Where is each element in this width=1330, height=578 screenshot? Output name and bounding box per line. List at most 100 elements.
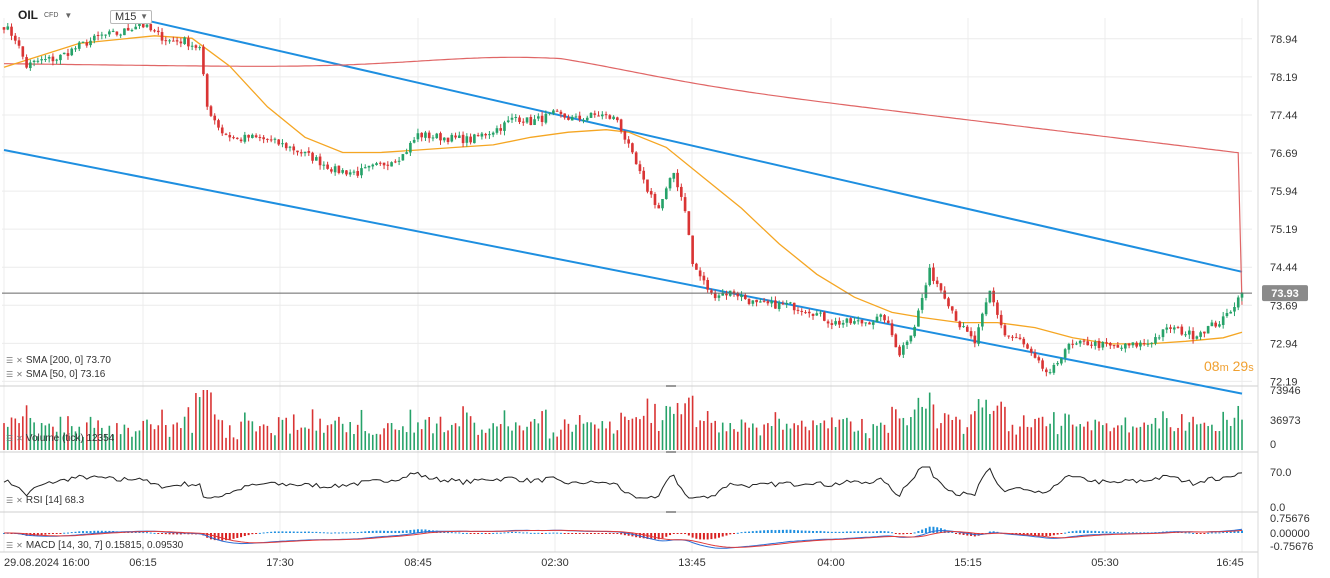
volume-bar — [112, 434, 114, 450]
macd-histogram-bar — [379, 530, 382, 533]
candle-body — [130, 29, 134, 31]
macd-histogram-bar — [443, 531, 446, 533]
candle-body — [691, 235, 694, 265]
candle-body — [1071, 343, 1074, 345]
candle-body — [149, 24, 153, 31]
candle-body — [664, 188, 668, 200]
volume-bar — [466, 412, 468, 450]
candle-body — [984, 302, 988, 315]
volume-bar — [356, 424, 359, 450]
macd-histogram-bar — [733, 533, 736, 534]
close-icon[interactable]: ✕ — [16, 356, 23, 365]
close-icon[interactable]: ✕ — [16, 496, 23, 505]
macd-histogram-bar — [898, 533, 901, 535]
candle-body — [544, 113, 548, 123]
volume-bar — [469, 416, 472, 450]
settings-icon[interactable]: ☰ — [6, 356, 14, 365]
volume-bar — [262, 424, 265, 450]
macd-histogram-bar — [789, 529, 792, 533]
candle-body — [1146, 343, 1150, 345]
legend-sma200[interactable]: ☰ ✕ SMA [200, 0] 73.70 — [6, 355, 111, 366]
candle-body — [153, 30, 156, 32]
volume-bar — [800, 420, 803, 450]
volume-bar — [763, 424, 765, 450]
legend-rsi[interactable]: ☰ ✕ RSI [14] 68.3 — [6, 495, 84, 506]
macd-histogram-bar — [345, 532, 348, 534]
macd-histogram-bar — [804, 530, 807, 533]
candle-body — [1131, 342, 1135, 346]
candle-body — [819, 312, 822, 314]
macd-histogram-bar — [894, 533, 897, 534]
candle-body — [668, 178, 672, 189]
legend-macd[interactable]: ☰ ✕ MACD [14, 30, 7] 0.15815, 0.09530 — [6, 540, 183, 551]
macd-histogram-bar — [243, 533, 246, 536]
close-icon[interactable]: ✕ — [16, 541, 23, 550]
symbol-name[interactable]: OIL — [18, 8, 38, 22]
settings-icon[interactable]: ☰ — [6, 496, 14, 505]
volume-bar — [1135, 427, 1138, 450]
candle-body — [762, 300, 766, 302]
instrument-header[interactable]: OIL CFD ▼ — [18, 8, 72, 22]
candle-body — [755, 299, 758, 303]
candle-body — [838, 320, 841, 325]
macd-histogram-bar — [454, 532, 457, 534]
volume-bar — [793, 423, 796, 450]
volume-bar — [492, 423, 494, 450]
volume-bar — [940, 423, 942, 450]
rsi-pane — [3, 466, 1243, 499]
volume-bar — [394, 429, 397, 450]
settings-icon[interactable]: ☰ — [6, 370, 14, 379]
chevron-down-icon[interactable]: ▼ — [64, 10, 73, 20]
volume-bar — [74, 431, 77, 450]
volume-bar — [59, 416, 62, 450]
volume-bar — [759, 435, 762, 450]
volume-bar — [40, 423, 43, 450]
axes: 78.94 78.19 77.44 76.69 75.94 75.19 74.44 73.69… — [4, 34, 1313, 569]
volume-bar — [872, 424, 875, 450]
macd-histogram-bar — [586, 533, 589, 534]
volume-bar — [669, 406, 671, 450]
macd-histogram-bar — [247, 533, 250, 536]
volume-bar — [917, 397, 920, 450]
candle-body — [1029, 348, 1033, 353]
volume-bar — [70, 426, 73, 450]
volume-bar — [375, 433, 378, 450]
timeframe-select[interactable]: M15 ▼ — [110, 10, 152, 24]
legend-volume[interactable]: ☰ ✕ Volume (tick) 12354 — [6, 433, 114, 444]
volume-bar — [1049, 423, 1051, 450]
close-icon[interactable]: ✕ — [16, 370, 23, 379]
legend-sma50[interactable]: ☰ ✕ SMA [50, 0] 73.16 — [6, 369, 105, 380]
last-price-badge — [1262, 285, 1308, 302]
candle-body — [1180, 326, 1184, 335]
volume-bar — [1214, 430, 1217, 450]
volume-bar — [601, 421, 604, 450]
candle-body — [1082, 340, 1086, 342]
volume-bar — [432, 433, 434, 450]
candle-body — [1176, 327, 1180, 329]
candle-body — [1007, 335, 1011, 337]
volume-bar — [1120, 425, 1123, 450]
candle-body — [311, 152, 314, 161]
candle-body — [10, 26, 13, 36]
settings-icon[interactable]: ☰ — [6, 434, 14, 443]
volume-bar — [1068, 414, 1070, 450]
close-icon[interactable]: ✕ — [16, 434, 23, 443]
volume-bar — [552, 432, 555, 450]
volume-bar — [563, 419, 566, 450]
volume-bar — [1143, 422, 1145, 450]
volume-bar — [812, 420, 814, 450]
macd-histogram-bar — [78, 531, 81, 533]
volume-bar — [338, 416, 340, 450]
macd-histogram-bar — [774, 530, 777, 533]
candle-body — [552, 110, 555, 114]
candle-body — [928, 267, 931, 285]
volume-bar — [684, 403, 686, 450]
macd-histogram-bar — [334, 532, 337, 534]
settings-icon[interactable]: ☰ — [6, 541, 14, 550]
volume-bar — [499, 424, 502, 450]
candle-body — [115, 31, 119, 35]
legend-rsi-text: RSI [14] 68.3 — [25, 495, 85, 506]
candle-body — [348, 172, 352, 175]
candle-body — [683, 197, 687, 212]
